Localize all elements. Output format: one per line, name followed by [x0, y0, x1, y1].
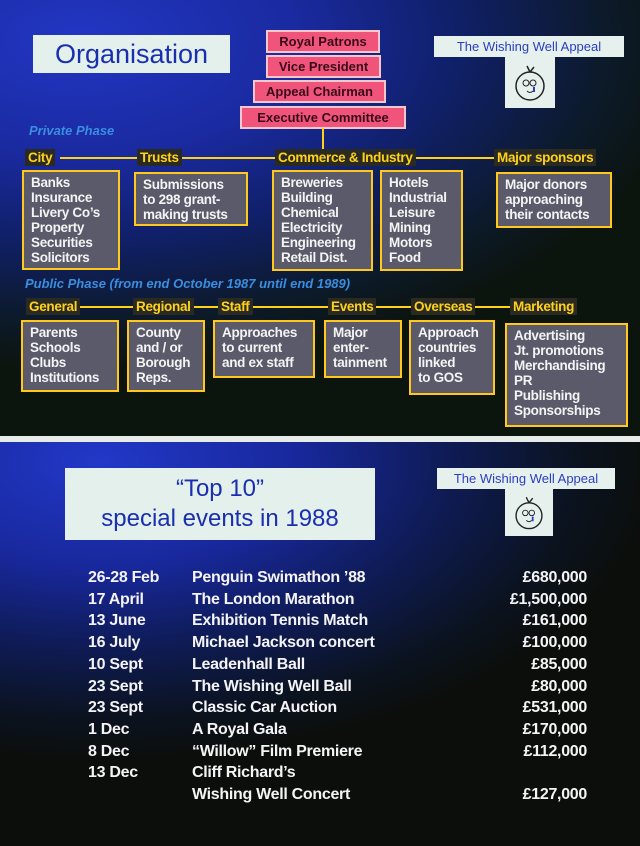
- event-name: Exhibition Tennis Match: [192, 612, 368, 630]
- public-phase-label: Public Phase (from end October 1987 unti…: [25, 276, 351, 291]
- slide-separator: [0, 436, 640, 442]
- event-name: “Willow” Film Premiere: [192, 742, 363, 760]
- event-date: 13 Dec: [88, 764, 138, 782]
- event-amount: £531,000: [522, 699, 588, 717]
- event-name: The London Marathon: [192, 590, 355, 608]
- event-name: Classic Car Auction: [192, 699, 337, 717]
- baby-face-logo-icon: [505, 56, 555, 108]
- private-phase-label: Private Phase: [29, 123, 115, 138]
- baby-face-logo-icon: [505, 488, 553, 536]
- wishing-well-logo-text: The Wishing Well Appeal: [434, 36, 624, 57]
- heading-general: General: [26, 298, 81, 315]
- public-phase-line: [80, 306, 520, 308]
- event-date: 23 Sept: [88, 699, 143, 717]
- event-name: Leadenhall Ball: [192, 655, 305, 673]
- hierarchy-appeal-chairman: Appeal Chairman: [253, 80, 386, 103]
- box-trusts: Submissions to 298 grant- making trusts: [134, 172, 248, 226]
- heading-commerce-industry: Commerce & Industry: [275, 149, 416, 166]
- event-amount: £170,000: [522, 720, 588, 738]
- event-row: 16 July Michael Jackson concert £100,000: [0, 634, 640, 656]
- heading-city: City: [25, 149, 56, 166]
- title-line-2: special events in 1988: [101, 505, 339, 532]
- event-date: 13 June: [88, 612, 146, 630]
- event-amount: £80,000: [531, 677, 587, 695]
- event-amount: £112,000: [523, 742, 588, 760]
- event-date: 1 Dec: [88, 720, 130, 738]
- event-row: 1 Dec A Royal Gala £170,000: [0, 721, 640, 743]
- event-name: A Royal Gala: [192, 720, 287, 738]
- top10-events-slide: “Top 10” special events in 1988 The Wish…: [0, 442, 640, 846]
- event-row: 26-28 Feb Penguin Swimathon ’88 £680,000: [0, 569, 640, 591]
- box-regional: County and / or Borough Reps.: [127, 320, 205, 392]
- heading-events: Events: [328, 298, 377, 315]
- event-amount: £1,500,000: [509, 590, 587, 608]
- box-marketing: Advertising Jt. promotions Merchandising…: [505, 323, 628, 427]
- heading-staff: Staff: [218, 298, 253, 315]
- event-row: 13 June Exhibition Tennis Match £161,000: [0, 612, 640, 634]
- event-row: 23 Sept Classic Car Auction £531,000: [0, 699, 640, 721]
- box-major-sponsors: Major donors approaching their contacts: [496, 172, 612, 228]
- event-name: Wishing Well Concert: [192, 786, 351, 803]
- box-events: Major enter- tainment: [324, 320, 402, 378]
- slide-title: Organisation: [33, 35, 230, 73]
- box-commerce-2: Hotels Industrial Leisure Mining Motors …: [380, 170, 463, 271]
- event-amount: £680,000: [522, 569, 588, 586]
- event-amount: £85,000: [531, 655, 587, 673]
- event-row: 10 Sept Leadenhall Ball £85,000: [0, 656, 640, 678]
- box-city: Banks Insurance Livery Co’s Property Sec…: [22, 170, 120, 270]
- title-line-1: “Top 10”: [175, 475, 265, 502]
- event-amount: £161,000: [522, 612, 588, 630]
- event-date: 17 April: [88, 590, 144, 608]
- event-row: 23 Sept The Wishing Well Ball £80,000: [0, 678, 640, 700]
- hierarchy-royal-patrons: Royal Patrons: [266, 30, 380, 53]
- event-row: 17 April The London Marathon £1,500,000: [0, 591, 640, 613]
- hierarchy-executive-committee: Executive Committee: [240, 106, 406, 129]
- connector-line: [322, 128, 324, 152]
- event-date: 23 Sept: [88, 677, 143, 695]
- event-amount: £100,000: [522, 634, 588, 652]
- event-row: Wishing Well Concert £127,000: [0, 786, 640, 808]
- box-overseas: Approach countries linked to GOS: [409, 320, 495, 395]
- event-name: The Wishing Well Ball: [192, 677, 352, 695]
- heading-major-sponsors: Major sponsors: [494, 149, 597, 166]
- heading-marketing: Marketing: [510, 298, 578, 315]
- event-amount: £127,000: [522, 786, 588, 803]
- heading-trusts: Trusts: [137, 149, 182, 166]
- hierarchy-vice-president: Vice President: [266, 55, 381, 78]
- box-staff: Approaches to current and ex staff: [213, 320, 315, 378]
- heading-regional: Regional: [133, 298, 194, 315]
- event-date: 26-28 Feb: [88, 569, 160, 586]
- event-row: 13 Dec Cliff Richard’s: [0, 764, 640, 786]
- box-general: Parents Schools Clubs Institutions: [21, 320, 119, 392]
- event-name: Penguin Swimathon ’88: [192, 569, 366, 586]
- slide-title: “Top 10” special events in 1988: [65, 468, 375, 540]
- event-name: Michael Jackson concert: [192, 634, 375, 652]
- event-date: 8 Dec: [88, 742, 130, 760]
- event-name: Cliff Richard’s: [192, 764, 296, 782]
- heading-overseas: Overseas: [411, 298, 476, 315]
- wishing-well-logo-text: The Wishing Well Appeal: [437, 468, 615, 489]
- event-date: 10 Sept: [88, 655, 143, 673]
- event-row: 8 Dec “Willow” Film Premiere £112,000: [0, 743, 640, 765]
- event-date: 16 July: [88, 634, 141, 652]
- box-commerce-1: Breweries Building Chemical Electricity …: [272, 170, 373, 271]
- organisation-slide: Organisation Royal Patrons Vice Presiden…: [0, 0, 640, 436]
